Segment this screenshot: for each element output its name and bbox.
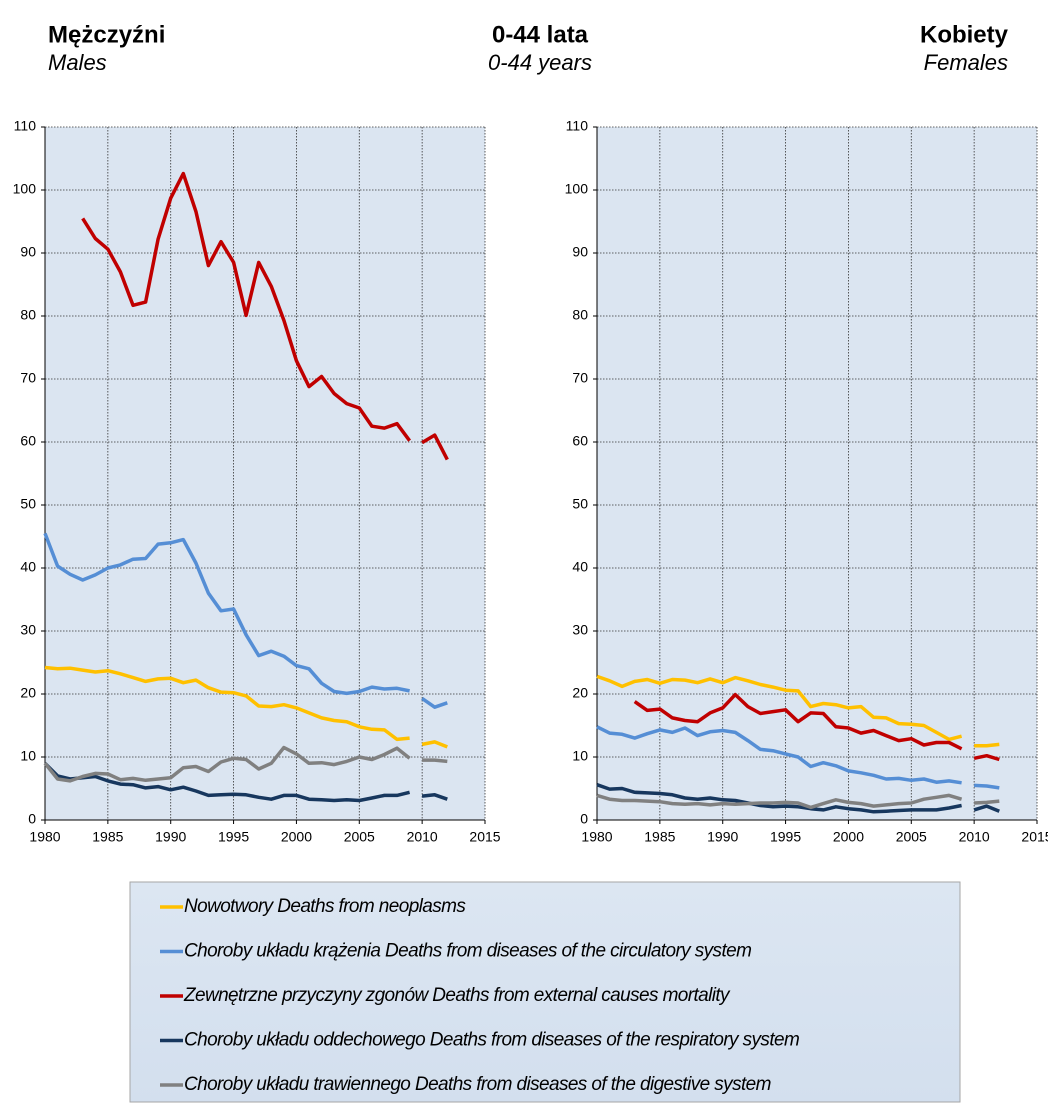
- x-tick-label: 2015: [1021, 829, 1048, 845]
- y-tick-label: 50: [572, 496, 588, 512]
- y-tick-label: 80: [20, 307, 36, 323]
- left-subtitle: Males: [48, 50, 107, 75]
- series-line: [421, 740, 448, 749]
- x-tick-label: 1980: [581, 829, 612, 845]
- y-tick-label: 20: [20, 685, 36, 701]
- y-tick-label: 40: [572, 559, 588, 575]
- y-tick-label: 30: [20, 622, 36, 638]
- x-tick-label: 1985: [92, 829, 123, 845]
- y-tick-label: 60: [20, 433, 36, 449]
- y-tick-label: 60: [572, 433, 588, 449]
- x-tick-label: 2015: [469, 829, 500, 845]
- y-tick-label: 0: [28, 811, 36, 827]
- legend-label: Choroby układu krążenia Deaths from dise…: [184, 941, 751, 962]
- series-line: [43, 532, 410, 696]
- y-tick-label: 10: [20, 748, 36, 764]
- y-tick-label: 0: [580, 811, 588, 827]
- y-tick-label: 90: [572, 244, 588, 260]
- series-line: [422, 758, 448, 764]
- series-line: [421, 793, 448, 801]
- y-tick-label: 110: [566, 118, 589, 134]
- right-title: Kobiety: [920, 21, 1009, 48]
- x-tick-label: 2000: [833, 829, 864, 845]
- series-line: [421, 433, 449, 461]
- legend-box: [129, 881, 961, 1103]
- y-tick-label: 100: [565, 181, 589, 197]
- legend-label: Choroby układu trawiennego Deaths from d…: [184, 1074, 771, 1095]
- plot-area: [597, 127, 1037, 820]
- y-tick-label: 110: [14, 118, 37, 134]
- y-tick-label: 100: [13, 181, 37, 197]
- x-tick-label: 2005: [896, 829, 927, 845]
- center-title: 0-44 lata: [492, 21, 589, 48]
- series-line: [973, 753, 1000, 762]
- y-tick-label: 40: [20, 559, 36, 575]
- x-tick-label: 1985: [644, 829, 675, 845]
- series-line: [974, 799, 1000, 805]
- x-tick-label: 2005: [344, 829, 375, 845]
- y-tick-label: 10: [572, 748, 588, 764]
- x-tick-label: 2010: [959, 829, 990, 845]
- y-tick-label: 70: [20, 370, 36, 386]
- x-tick-label: 2000: [281, 829, 312, 845]
- y-tick-label: 90: [20, 244, 36, 260]
- legend-label: Zewnętrzne przyczyny zgonów Deaths from …: [183, 985, 731, 1006]
- x-tick-label: 1995: [770, 829, 801, 845]
- legend-label: Choroby układu oddechowego Deaths from d…: [184, 1030, 799, 1051]
- y-tick-label: 70: [572, 370, 588, 386]
- series-line: [973, 804, 1000, 813]
- y-tick-label: 20: [572, 685, 588, 701]
- plot-area: [45, 127, 485, 820]
- left-title: Mężczyźni: [48, 21, 165, 48]
- series-line: [596, 725, 962, 785]
- x-tick-label: 1990: [155, 829, 186, 845]
- x-tick-label: 1980: [29, 829, 60, 845]
- y-tick-label: 30: [572, 622, 588, 638]
- series-line: [633, 692, 963, 751]
- series-line: [421, 696, 448, 709]
- series-line: [43, 762, 411, 803]
- legend-label: Nowotwory Deaths from neoplasms: [184, 896, 466, 917]
- x-tick-label: 1990: [707, 829, 738, 845]
- series-line: [596, 793, 963, 810]
- right-subtitle: Females: [924, 50, 1008, 75]
- series-line: [974, 742, 1000, 748]
- x-tick-label: 2010: [407, 829, 438, 845]
- x-tick-label: 1995: [218, 829, 249, 845]
- y-tick-label: 50: [20, 496, 36, 512]
- series-line: [81, 171, 412, 442]
- series-line: [43, 745, 411, 783]
- series-line: [974, 783, 1000, 790]
- center-subtitle: 0-44 years: [488, 50, 592, 75]
- series-line: [44, 665, 410, 742]
- series-line: [596, 674, 963, 742]
- series-line: [596, 783, 962, 814]
- y-tick-label: 80: [572, 307, 588, 323]
